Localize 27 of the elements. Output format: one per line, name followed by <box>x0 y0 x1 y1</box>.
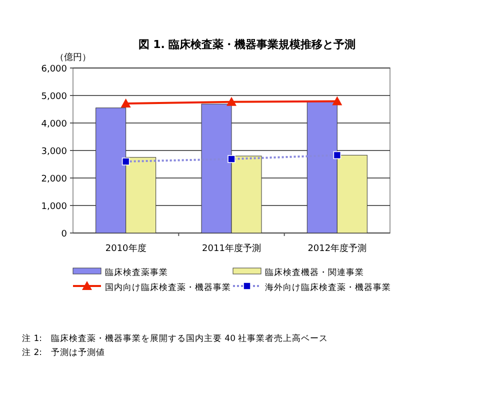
legend-label: 臨床検査機器・関連事業 <box>265 267 364 278</box>
x-tick-label: 2011年度予測 <box>202 243 261 254</box>
legend-label: 海外向け臨床検査薬・機器事業 <box>265 282 391 293</box>
bar <box>201 104 232 234</box>
bar <box>96 108 126 234</box>
x-tick-label: 2012年度予測 <box>308 243 367 254</box>
y-tick-label: 4,000 <box>41 120 68 130</box>
y-tick-label: 0 <box>61 230 68 240</box>
bar <box>126 157 156 234</box>
y-tick-label: 3,000 <box>41 147 68 157</box>
y-tick-label: 1,000 <box>41 202 68 212</box>
x-tick-label: 2010年度 <box>105 243 146 254</box>
point <box>332 96 342 106</box>
y-tick-label: 6,000 <box>41 64 68 74</box>
bar <box>336 154 368 234</box>
text: 注 1: 臨床検査薬・機器事業を展開する国内主要 40 社事業者売上高ベース <box>22 333 328 344</box>
bar <box>306 100 338 234</box>
text: 注 2: 予測は予測値 <box>22 347 105 358</box>
legend-label: 国内向け臨床検査薬・機器事業 <box>105 282 231 293</box>
y-axis-title: （億円） <box>55 52 91 63</box>
legend-label: 臨床検査薬事業 <box>105 267 168 278</box>
point <box>120 98 131 108</box>
point <box>226 96 236 106</box>
chart-title: 図 1. 臨床検査薬・機器事業規模推移と予測 <box>138 38 356 51</box>
bar <box>231 156 262 234</box>
y-tick-label: 5,000 <box>41 92 68 102</box>
y-tick-label: 2,000 <box>41 174 68 184</box>
